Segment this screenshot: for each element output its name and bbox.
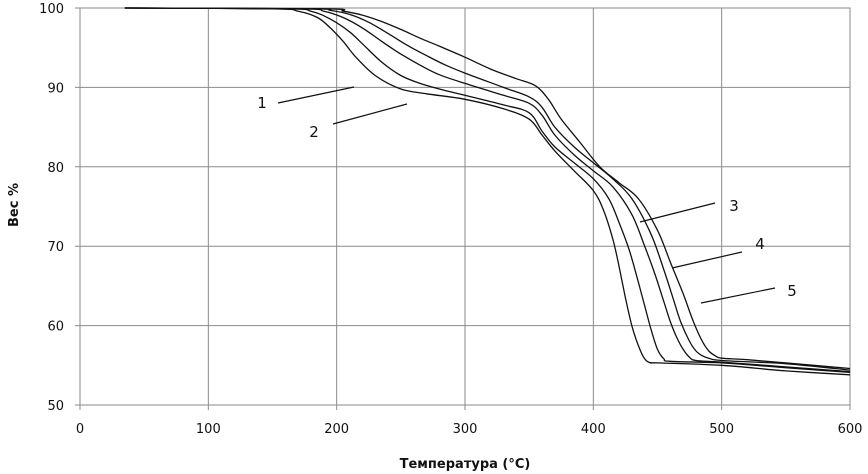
y-tick-label: 90 <box>47 81 64 96</box>
curve-label-1: 1 <box>257 94 267 112</box>
x-tick-label: 0 <box>76 422 84 437</box>
leader-line-3 <box>639 202 716 223</box>
curve-label-5: 5 <box>787 282 797 300</box>
y-tick-labels: 50 60 70 80 90 100 <box>39 2 64 414</box>
leader-line-4 <box>671 251 743 269</box>
y-tick-label: 50 <box>47 399 64 414</box>
x-tick-label: 600 <box>838 422 863 437</box>
curve-labels: 1 2 3 4 5 <box>257 94 797 300</box>
y-tick-label: 70 <box>47 240 64 255</box>
y-tick-label: 60 <box>47 320 64 335</box>
x-tick-label: 300 <box>453 422 478 437</box>
y-tick-label: 100 <box>39 2 64 17</box>
x-tick-label: 400 <box>581 422 606 437</box>
series-line-2 <box>124 7 851 374</box>
curve-label-4: 4 <box>755 235 765 253</box>
series-line-1 <box>124 7 851 376</box>
x-tick-label: 200 <box>324 422 349 437</box>
y-tick-label: 80 <box>47 161 64 176</box>
series-line-5 <box>124 7 851 370</box>
curve-label-3: 3 <box>729 197 739 215</box>
x-tick-label: 100 <box>196 422 221 437</box>
leader-line-2 <box>332 103 408 125</box>
leader-lines <box>277 86 776 304</box>
leader-line-1 <box>277 86 355 104</box>
x-axis-title: Температура (°C) <box>400 457 531 472</box>
series-lines <box>124 7 851 376</box>
x-tick-label: 500 <box>709 422 734 437</box>
series-line-3 <box>124 7 851 373</box>
leader-line-5 <box>700 287 776 304</box>
y-axis-title: Вес % <box>7 183 22 227</box>
x-tick-labels: 0 100 200 300 400 500 600 <box>76 422 863 437</box>
curve-label-2: 2 <box>309 123 319 141</box>
series-line-4 <box>124 7 851 371</box>
